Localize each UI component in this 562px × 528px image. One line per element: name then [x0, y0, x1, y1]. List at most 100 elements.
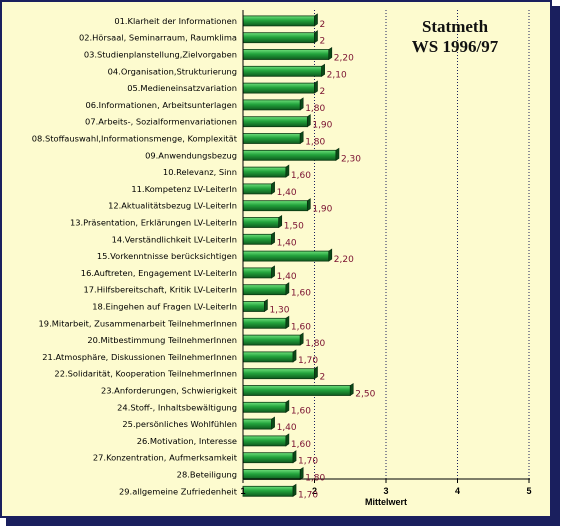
category-label: 23.Anforderungen, Schwierigkeit: [101, 386, 238, 396]
frame-shadow-bottom: [6, 518, 560, 526]
value-label: 2: [320, 373, 326, 383]
bar: [242, 334, 301, 346]
bar-end-cap: [314, 80, 318, 94]
value-label: 1,80: [305, 138, 325, 148]
category-label: 22.Solidarität, Kooperation TeilnehmerIn…: [54, 369, 237, 379]
value-label: 1,80: [305, 339, 325, 349]
bar: [242, 385, 351, 396]
x-tick-label: 4: [455, 486, 460, 496]
bar: [242, 267, 273, 279]
bar-end-cap: [321, 63, 325, 77]
category-label: 16.Auftreten, Engagement LV-LeiterIn: [81, 268, 237, 278]
value-label: 1,60: [291, 289, 311, 299]
x-tick-label: 1: [240, 486, 245, 496]
bar: [242, 368, 315, 380]
category-label: 28.Beteiligung: [177, 470, 237, 480]
bars: [242, 13, 354, 497]
category-label: 17.Hilfsbereitschaft, Kritik LV-LeiterIn: [84, 285, 238, 295]
bar-end-cap: [292, 349, 297, 363]
bar-end-cap: [271, 265, 275, 279]
bar-end-cap: [285, 399, 290, 413]
x-axis-label: Mittelwert: [365, 497, 407, 507]
value-label: 1,80: [305, 104, 325, 114]
bar-end-cap: [335, 147, 340, 161]
labels: 1 2 3 4 5 01.Klarheit der Informationen 2 02.Hö…: [32, 16, 532, 500]
bar: [242, 418, 273, 430]
category-label: 26.Motivation, Interesse: [137, 436, 237, 446]
value-label: 2,50: [355, 390, 375, 400]
bar: [242, 32, 315, 44]
bar: [242, 351, 294, 363]
x-axis: [242, 10, 530, 480]
frame-shadow-right: [552, 6, 560, 524]
category-label: 09.Anwendungsbezug: [145, 150, 237, 160]
bar: [242, 200, 308, 212]
value-label: 1,60: [291, 322, 311, 332]
value-label: 1,90: [312, 205, 332, 215]
bar-end-cap: [299, 97, 304, 111]
category-label: 06.Informationen, Arbeitsunterlagen: [85, 100, 237, 110]
bar: [242, 116, 308, 128]
bar-end-cap: [285, 433, 290, 447]
category-label: 18.Eingehen auf Fragen LV-LeiterIn: [92, 302, 237, 312]
category-label: 11.Kompetenz LV-LeiterIn: [131, 184, 237, 194]
bar: [242, 284, 287, 296]
category-label: 02.Hörsaal, Seminarraum, Raumklima: [79, 33, 237, 43]
category-label: 19.Mitarbeit, Zusammenarbeit TeilnehmerI…: [39, 318, 237, 328]
bar-end-cap: [349, 382, 354, 397]
value-label: 1,70: [298, 490, 318, 500]
category-label: 25.persönliches Wohlfühlen: [122, 419, 237, 429]
bar: [242, 317, 287, 329]
value-label: 2: [320, 87, 326, 97]
bar-end-cap: [264, 298, 268, 313]
value-label: 1,40: [277, 423, 297, 433]
bar-end-cap: [285, 164, 290, 178]
bar-end-cap: [328, 248, 333, 262]
x-tick-label: 2: [312, 486, 317, 496]
value-label: 1,90: [312, 121, 332, 131]
category-label: 13.Präsentation, Erklärungen LV-LeiterIn: [70, 218, 237, 228]
value-label: 2,10: [327, 70, 347, 80]
category-label: 14.Verständlichkeit LV-LeiterIn: [112, 234, 237, 244]
bar-end-cap: [307, 114, 311, 128]
bar: [242, 217, 280, 228]
chart-title: Statmeth: [422, 17, 489, 36]
category-label: 08.Stoffauswahl,Informationsmenge, Kompl…: [32, 134, 238, 144]
category-label: 27.Konzentration, Aufmerksamkeit: [93, 453, 238, 463]
x-tick-label: 3: [383, 486, 388, 496]
bar-end-cap: [299, 130, 304, 145]
bar-end-cap: [292, 483, 297, 497]
bar-end-cap: [299, 332, 304, 346]
bar-end-cap: [314, 366, 318, 380]
category-label: 05.Medieneinsatzvariation: [127, 83, 237, 93]
category-label: 29.allgemeine Zufriedenheit: [119, 486, 238, 496]
bar-end-cap: [271, 181, 275, 195]
bar-end-cap: [314, 13, 318, 27]
bar: [242, 485, 294, 497]
bar-end-cap: [285, 315, 290, 329]
bar: [242, 469, 301, 480]
bar: [242, 401, 287, 413]
category-label: 04.Organisation,Strukturierung: [108, 66, 237, 76]
value-label: 2: [320, 37, 326, 47]
value-label: 1,60: [291, 406, 311, 416]
bar: [242, 452, 294, 464]
value-label: 2,30: [341, 154, 361, 164]
bar: [242, 82, 315, 94]
bar-end-cap: [278, 214, 283, 229]
category-label: 01.Klarheit der Informationen: [114, 16, 237, 26]
bar: [242, 65, 323, 77]
chart-subtitle: WS 1996/97: [412, 37, 499, 56]
bar: [242, 149, 337, 161]
bar: [242, 15, 315, 27]
bar-end-cap: [292, 450, 297, 464]
value-label: 1,80: [305, 474, 325, 484]
value-label: 1,70: [298, 356, 318, 366]
category-label: 10.Relevanz, Sinn: [163, 167, 237, 177]
x-tick-label: 5: [526, 486, 531, 496]
value-label: 1,30: [269, 306, 289, 316]
category-label: 03.Studienplanstellung,Zielvorgaben: [84, 50, 237, 60]
category-label: 24.Stoff-, Inhaltsbewältigung: [117, 402, 237, 412]
value-label: 2: [320, 20, 326, 30]
